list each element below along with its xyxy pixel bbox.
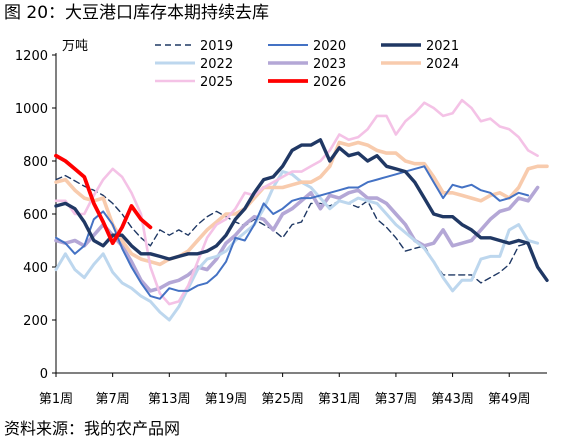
legend: 2019 2020 2021 2022 2023 2024 2025 2026 [155,39,459,90]
y-tick-label: 600 [23,208,48,223]
y-tick-label: 1200 [15,49,48,64]
legend-label-2026: 2026 [313,75,346,90]
y-tick-label: 800 [23,155,48,170]
x-tick-label: 第19周 [205,392,248,407]
series-line-2024 [54,140,549,267]
series-line-2022 [54,170,540,322]
x-tick-label: 第13周 [148,392,191,407]
line-chart: 020040060080010001200第1周 第7周 第13周 第19周 第25周第… [15,39,549,407]
series-line-2025 [54,98,539,306]
legend-label-2024: 2024 [426,57,459,72]
source-note: 资料来源：我的农产品网 [4,419,181,438]
x-tick-label: 第37周 [375,392,418,407]
x-tick-label: 第25周 [261,392,304,407]
x-tick-label: 第1周 [39,392,73,407]
legend-label-2020: 2020 [313,39,346,54]
series-line-2023 [54,185,540,293]
legend-label-2023: 2023 [313,57,346,72]
y-axis-label: 万吨 [62,39,88,54]
series-lines [54,98,549,322]
y-tick-label: 0 [40,367,48,382]
chart-title: 图 20：大豆港口库存本期持续去库 [4,3,270,23]
axes: 020040060080010001200第1周 第7周 第13周 第19周 第25周第… [15,49,547,407]
legend-label-2019: 2019 [200,39,233,54]
y-tick-label: 200 [23,314,48,329]
x-tick-label: 第43周 [431,392,474,407]
legend-label-2025: 2025 [200,75,233,90]
legend-label-2022: 2022 [200,57,233,72]
y-tick-label: 400 [23,261,48,276]
series-line-2020 [55,165,530,300]
series-line-2026 [54,153,153,246]
series-line-2021 [54,138,549,282]
x-tick-label: 第31周 [318,392,361,407]
x-tick-label: 第7周 [96,392,130,407]
x-tick-label: 第49周 [488,392,531,407]
legend-label-2021: 2021 [426,39,459,54]
y-tick-label: 1000 [15,102,48,117]
series-line-2019 [55,174,529,284]
